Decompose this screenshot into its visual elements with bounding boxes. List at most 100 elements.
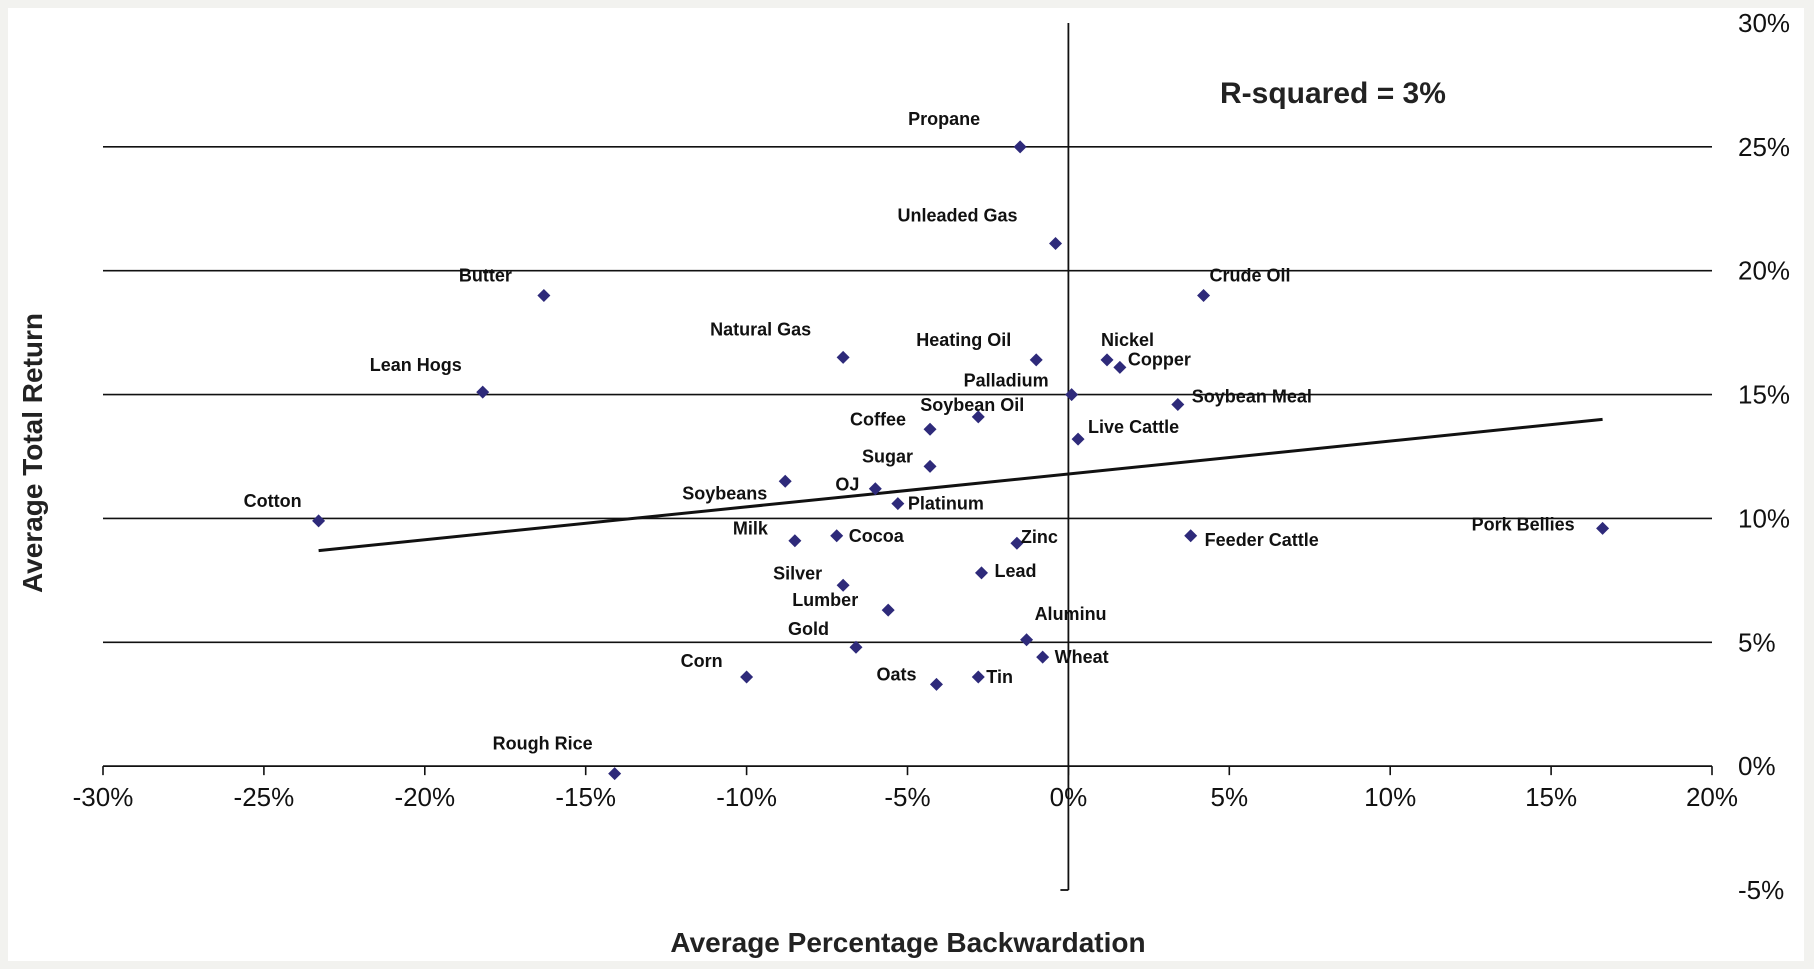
x-tick-label: -10%: [716, 782, 777, 812]
point-label: Tin: [986, 667, 1013, 687]
point-label: Platinum: [908, 494, 984, 514]
point-label: Feeder Cattle: [1205, 530, 1319, 550]
tick-labels: -30% -25% -20% -15% -10% -5% 0% 5% 10% 15% 20% 30% 2…: [73, 8, 1790, 905]
y-tick-label: 15%: [1738, 380, 1790, 410]
point-label: OJ: [835, 475, 859, 495]
x-axis-title: Average Percentage Backwardation: [670, 927, 1145, 958]
data-point: [1013, 140, 1027, 154]
point-label: Rough Rice: [493, 734, 593, 754]
point-label: Crude Oil: [1210, 265, 1291, 285]
data-point: [830, 529, 844, 543]
point-label: Pork Bellies: [1472, 514, 1575, 534]
point-label: Oats: [876, 664, 916, 684]
data-point: [929, 677, 943, 691]
data-point: [1071, 432, 1085, 446]
data-point: [971, 410, 985, 424]
data-point: [971, 670, 985, 684]
point-label: Heating Oil: [916, 330, 1011, 350]
data-point: [1029, 353, 1043, 367]
x-tick-label: 15%: [1525, 782, 1577, 812]
y-tick-label: 0%: [1738, 751, 1776, 781]
x-tick-label: -30%: [73, 782, 134, 812]
point-label: Lead: [995, 561, 1037, 581]
point-label: Palladium: [964, 371, 1049, 391]
data-point: [849, 640, 863, 654]
data-point: [836, 578, 850, 592]
point-label: Zinc: [1021, 527, 1058, 547]
x-tick-label: 5%: [1211, 782, 1249, 812]
y-tick-label: 30%: [1738, 8, 1790, 38]
x-tick-label: -25%: [234, 782, 295, 812]
point-label: Cocoa: [849, 526, 905, 546]
trendline: [318, 417, 1603, 553]
y-tick-label: 25%: [1738, 132, 1790, 162]
point-label: Unleaded Gas: [898, 205, 1018, 225]
y-tick-label: 20%: [1738, 256, 1790, 286]
x-tick-label: 10%: [1364, 782, 1416, 812]
point-label: Lumber: [792, 590, 858, 610]
point-label: Natural Gas: [710, 319, 811, 339]
data-point: [1020, 633, 1034, 647]
data-point: [778, 474, 792, 488]
point-label: Cotton: [244, 491, 302, 511]
point-label: Soybeans: [682, 483, 767, 503]
x-tick-label: 20%: [1686, 782, 1738, 812]
gridlines: [103, 146, 1712, 644]
point-label: Wheat: [1055, 647, 1109, 667]
x-tick-label: -5%: [884, 782, 930, 812]
point-label: Sugar: [862, 446, 913, 466]
data-point: [868, 482, 882, 496]
r-squared-annotation: R-squared = 3%: [1220, 77, 1446, 110]
data-point: [476, 385, 490, 399]
data-point: [891, 497, 905, 511]
point-label: Lean Hogs: [370, 355, 462, 375]
point-label: Aluminu: [1035, 604, 1107, 624]
axes: [102, 23, 1713, 891]
point-label: Propane: [908, 109, 980, 129]
point-labels: Propane Unleaded Gas Butter Crude Oil Natura…: [244, 109, 1575, 754]
point-label: Soybean Oil: [920, 395, 1024, 415]
data-point: [1065, 388, 1079, 402]
data-point: [836, 350, 850, 364]
y-axis-title: Average Total Return: [17, 313, 48, 593]
data-points: [312, 140, 1610, 781]
point-label: Silver: [773, 563, 822, 583]
data-point: [740, 670, 754, 684]
point-label: Live Cattle: [1088, 417, 1179, 437]
data-point: [788, 534, 802, 548]
data-point: [1113, 360, 1127, 374]
x-tick-label: 0%: [1050, 782, 1088, 812]
point-label: Coffee: [850, 409, 906, 429]
point-label: Gold: [788, 619, 829, 639]
data-point: [312, 514, 326, 528]
point-label: Nickel: [1101, 330, 1154, 350]
data-point: [1036, 650, 1050, 664]
data-point: [975, 566, 989, 580]
data-point: [923, 459, 937, 473]
point-label: Soybean Meal: [1192, 386, 1312, 406]
data-point: [608, 767, 622, 781]
x-tick-label: -20%: [394, 782, 455, 812]
point-label: Butter: [459, 265, 512, 285]
data-point: [1197, 288, 1211, 302]
plot-background: [8, 8, 1804, 961]
data-point: [537, 288, 551, 302]
y-tick-label: -5%: [1738, 875, 1784, 905]
point-label: Copper: [1128, 349, 1191, 369]
x-tick-label: -15%: [555, 782, 616, 812]
data-point: [881, 603, 895, 617]
y-tick-label: 10%: [1738, 503, 1790, 533]
data-point: [1596, 521, 1610, 535]
regression-line: [318, 417, 1603, 553]
data-point: [1010, 536, 1024, 550]
point-label: Corn: [681, 651, 723, 671]
data-point: [1171, 397, 1185, 411]
data-point: [923, 422, 937, 436]
y-tick-label: 5%: [1738, 627, 1776, 657]
data-point: [1100, 353, 1114, 367]
data-point: [1184, 529, 1198, 543]
point-label: Milk: [733, 519, 769, 539]
data-point: [1049, 236, 1063, 250]
